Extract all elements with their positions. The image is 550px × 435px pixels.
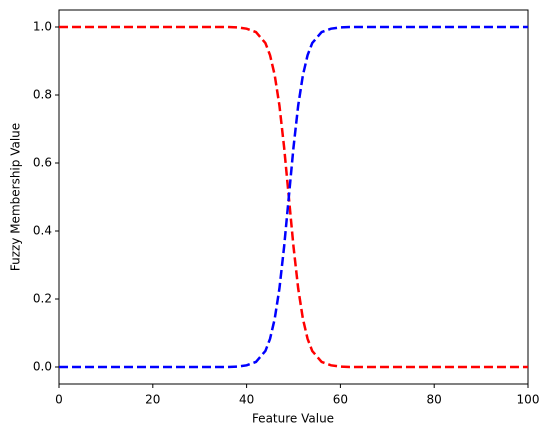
plot-frame: [58, 9, 529, 385]
x-tick-label: 0: [55, 393, 63, 407]
x-tick-label: 80: [427, 393, 442, 407]
series-line: [59, 25, 528, 369]
y-axis-label: Fuzzy Membership Value: [9, 123, 23, 271]
x-tick-label: 20: [145, 393, 160, 407]
x-tick-label: 60: [333, 393, 348, 407]
x-tick-label: 40: [239, 393, 254, 407]
y-tick-label: 0.8: [33, 88, 52, 102]
y-tick-label: 0.2: [33, 292, 52, 306]
y-tick-label: 0.6: [33, 156, 52, 170]
y-tick-label: 0.4: [33, 224, 52, 238]
series-line: [59, 25, 528, 369]
x-tick-label: 100: [517, 393, 540, 407]
y-tick-label: 0.0: [33, 360, 52, 374]
y-tick-label: 1.0: [33, 20, 52, 34]
x-axis-label: Feature Value: [252, 412, 334, 426]
